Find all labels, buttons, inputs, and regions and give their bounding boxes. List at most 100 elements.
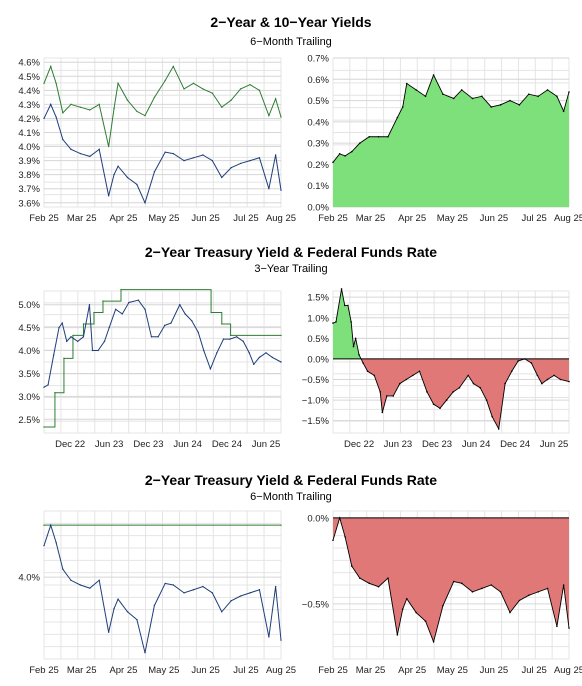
- data-point: [126, 176, 129, 179]
- y-tick-label: 4.1%: [18, 128, 40, 139]
- x-tick-label: Aug 25: [554, 213, 582, 224]
- data-point: [153, 604, 156, 607]
- data-point: [210, 311, 212, 314]
- x-tick-label: Jun 23: [384, 439, 413, 450]
- y-tick-label: 2.5%: [18, 415, 40, 426]
- chart-4: 1.5% 1.0% 0.5% 0.0% −0.5% −1.0% −1.5% Dec 22 Jun…: [302, 288, 570, 450]
- data-point: [54, 391, 56, 394]
- data-point: [172, 584, 174, 586]
- data-point: [424, 620, 427, 622]
- data-point: [70, 336, 72, 338]
- data-point: [62, 112, 64, 114]
- data-point: [332, 539, 334, 542]
- x-tick-label: Jul 25: [233, 665, 258, 676]
- data-point: [136, 183, 138, 186]
- data-point: [253, 363, 255, 365]
- data-point: [481, 587, 483, 590]
- data-point: [183, 592, 185, 594]
- data-point: [387, 577, 389, 579]
- data-point: [221, 323, 223, 325]
- data-point: [268, 114, 270, 117]
- data-point: [332, 322, 334, 324]
- data-point: [415, 89, 417, 91]
- data-point: [546, 587, 549, 590]
- data-point: [537, 591, 539, 593]
- x-tick-label: Jun 25: [480, 665, 509, 676]
- data-point: [192, 157, 195, 159]
- data-point: [172, 65, 174, 68]
- data-point: [144, 308, 146, 311]
- x-tick-label: May 25: [148, 213, 179, 224]
- data-point: [490, 106, 493, 108]
- data-point: [239, 162, 242, 165]
- x-tick-label: May 25: [148, 665, 179, 676]
- data-point: [235, 336, 238, 338]
- chart-5: 4.0% Feb 25 Mar 25 Apr 25 May 25 Jun 25 Jul 25…: [18, 510, 296, 676]
- x-tick-label: Feb 25: [318, 665, 348, 676]
- data-point: [70, 103, 72, 106]
- data-point: [58, 326, 60, 329]
- x-tick-label: Jun 24: [173, 439, 202, 450]
- data-point: [350, 565, 353, 567]
- data-point: [144, 652, 146, 654]
- data-point: [562, 584, 565, 586]
- data-point: [442, 604, 444, 607]
- y-tick-label: 4.2%: [18, 114, 40, 125]
- data-point: [280, 334, 282, 337]
- data-point: [136, 618, 138, 621]
- data-point: [164, 582, 166, 585]
- data-point: [280, 116, 282, 118]
- data-point: [509, 99, 511, 102]
- data-point: [117, 598, 119, 600]
- chart-6: 0.0% −0.5% Feb 25 Mar 25 Apr 25 May 25 Jun 25 J…: [302, 510, 582, 676]
- y-tick-label: 3.5%: [18, 369, 40, 380]
- data-point: [280, 524, 282, 526]
- chart-2: 0.7% 0.6% 0.5% 0.4% 0.3% 0.2% 0.1% 0.0%Feb 25 Ma…: [307, 54, 582, 225]
- y-tick-label: 3.8%: [18, 170, 40, 181]
- data-point: [211, 159, 214, 162]
- data-point: [103, 340, 106, 343]
- data-point: [432, 403, 435, 405]
- x-tick-label: Dec 24: [500, 439, 530, 450]
- data-point: [72, 334, 74, 337]
- data-point: [452, 391, 455, 393]
- data-point: [460, 89, 463, 91]
- data-point: [144, 202, 146, 204]
- y-tick-label: 0.0%: [307, 203, 329, 214]
- data-point: [366, 370, 369, 373]
- data-point: [340, 288, 343, 290]
- x-tick-label: Mar 25: [67, 665, 97, 676]
- data-point: [50, 103, 52, 106]
- data-point: [268, 636, 270, 638]
- data-point: [128, 301, 130, 304]
- data-point: [379, 391, 382, 393]
- y-tick-label: 4.0%: [18, 142, 40, 153]
- y-tick-label: 3.6%: [18, 198, 40, 209]
- data-point: [432, 74, 435, 76]
- x-tick-label: Jun 25: [252, 439, 281, 450]
- x-tick-label: Dec 23: [133, 439, 163, 450]
- data-point: [43, 82, 45, 85]
- data-point: [471, 591, 474, 593]
- positive-area: [333, 288, 569, 359]
- x-tick-label: Jun 25: [191, 213, 220, 224]
- data-point: [63, 357, 65, 360]
- data-point: [43, 117, 45, 120]
- data-point: [89, 109, 91, 111]
- data-point: [265, 352, 267, 354]
- data-point: [426, 391, 428, 393]
- data-point: [546, 89, 549, 91]
- data-point: [258, 157, 261, 159]
- data-point: [536, 374, 539, 377]
- data-point: [424, 95, 427, 98]
- data-point: [553, 374, 555, 377]
- data-point: [362, 362, 364, 364]
- data-point: [203, 349, 205, 352]
- data-point: [556, 95, 558, 98]
- data-point: [120, 288, 122, 291]
- data-point: [546, 378, 549, 381]
- data-point: [491, 415, 493, 418]
- data-point: [107, 195, 110, 197]
- section-3-title: 2−Year Treasury Yield & Federal Funds Ra…: [144, 472, 438, 488]
- y-tick-label: −0.5%: [302, 599, 330, 610]
